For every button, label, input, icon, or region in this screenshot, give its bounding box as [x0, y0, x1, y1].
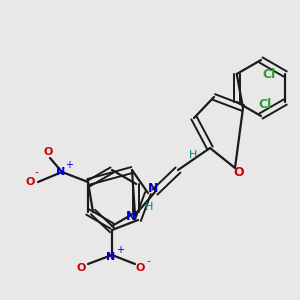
Text: +: +: [65, 160, 73, 170]
Text: O: O: [135, 263, 145, 273]
Text: N: N: [106, 252, 116, 262]
Text: +: +: [116, 245, 124, 255]
Text: N: N: [126, 211, 136, 224]
Text: -: -: [146, 256, 150, 266]
Text: O: O: [25, 177, 35, 187]
Text: -: -: [34, 167, 38, 177]
Text: O: O: [43, 147, 53, 157]
Text: Cl: Cl: [258, 98, 272, 110]
Text: Cl: Cl: [262, 68, 276, 80]
Text: O: O: [76, 263, 86, 273]
Text: N: N: [148, 182, 158, 196]
Text: N: N: [56, 167, 66, 177]
Text: H: H: [189, 150, 197, 160]
Text: H: H: [145, 202, 153, 212]
Text: O: O: [234, 166, 244, 178]
